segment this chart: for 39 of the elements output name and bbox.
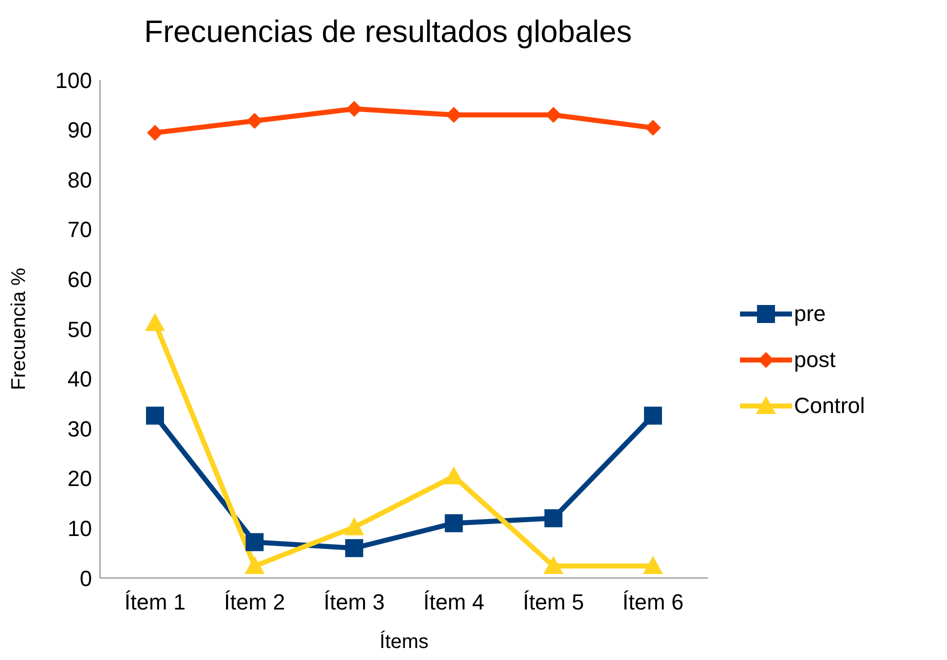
point <box>246 112 263 129</box>
point <box>444 514 463 532</box>
point <box>244 556 265 574</box>
y-tick-label: 60 <box>68 267 92 292</box>
x-tick-label: Ítem 2 <box>224 590 286 615</box>
point <box>643 556 663 574</box>
y-axis-title: Frecuencia % <box>8 268 30 390</box>
point <box>146 406 164 425</box>
legend-label: Control <box>794 393 865 419</box>
chart-title: Frecuencias de resultados globales <box>143 13 633 51</box>
point <box>147 124 163 141</box>
y-tick-label: 10 <box>68 516 92 542</box>
legend-label: pre <box>794 301 826 327</box>
point <box>344 517 364 536</box>
y-tick-label: 0 <box>80 566 92 591</box>
y-tick-label: 80 <box>68 167 92 192</box>
point <box>644 406 662 425</box>
x-axis-title: Ítems <box>380 630 428 653</box>
y-tick-label: 70 <box>68 217 92 242</box>
legend-label: post <box>794 347 836 373</box>
x-tick-label: Ítem 3 <box>324 590 385 615</box>
x-tick-label: Ítem 1 <box>124 590 186 615</box>
x-tick-label: Ítem 4 <box>423 590 484 615</box>
point <box>544 509 562 528</box>
x-tick-label: Ítem 6 <box>622 590 684 615</box>
y-tick-label: 40 <box>68 366 92 392</box>
y-tick-label: 90 <box>68 118 92 143</box>
point <box>246 533 264 552</box>
point <box>543 556 564 574</box>
point <box>145 313 165 332</box>
point <box>345 539 364 558</box>
y-tick-label: 50 <box>68 316 92 342</box>
y-tick-label: 100 <box>55 68 92 93</box>
point <box>645 120 661 136</box>
x-tick-label: Ítem 5 <box>522 590 584 615</box>
point <box>346 100 362 117</box>
y-tick-label: 20 <box>68 466 92 492</box>
point <box>444 466 464 484</box>
y-tick-label: 30 <box>68 416 92 442</box>
